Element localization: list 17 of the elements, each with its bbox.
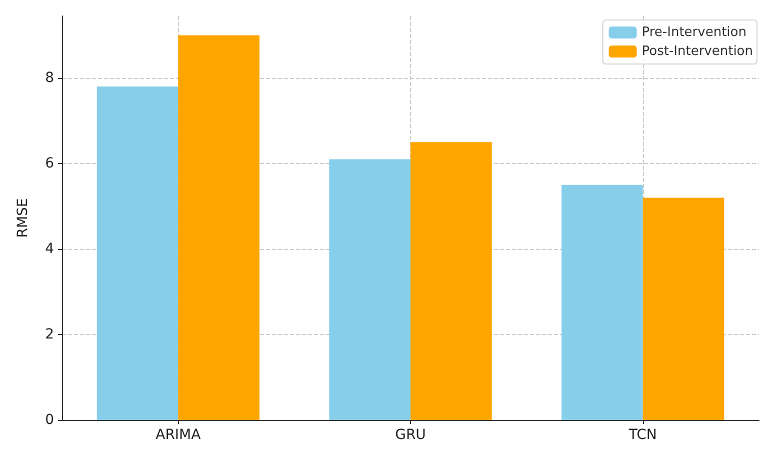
bar: [329, 159, 410, 420]
x-tick-label: TCN: [628, 427, 657, 443]
legend-label: Pre-Intervention: [642, 25, 746, 40]
bar: [562, 184, 643, 420]
bar: [642, 198, 724, 420]
y-tick-label: 6: [45, 155, 54, 172]
bar: [96, 86, 178, 420]
y-axis-title: RMSE: [15, 198, 31, 238]
x-tick-label: ARIMA: [156, 427, 202, 443]
bar: [178, 35, 260, 420]
y-tick-label: 2: [45, 326, 54, 342]
bar: [410, 142, 492, 420]
legend-label: Post-Intervention: [642, 44, 754, 59]
y-tick-label: 4: [45, 240, 54, 257]
y-tick-label: 8: [45, 70, 54, 86]
y-tick-label: 0: [45, 412, 54, 428]
x-tick-label: GRU: [395, 427, 426, 443]
